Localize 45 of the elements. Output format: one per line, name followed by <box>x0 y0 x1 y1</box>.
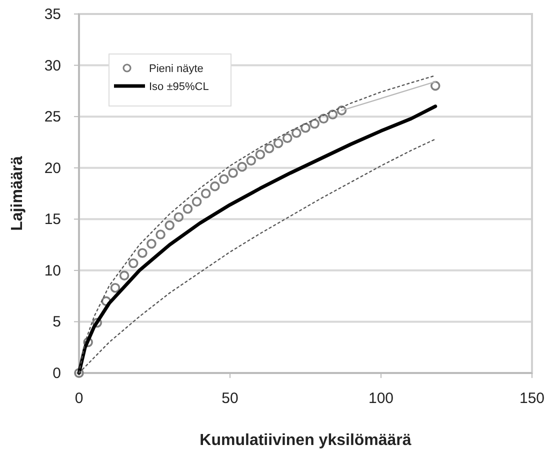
point <box>110 282 120 293</box>
point <box>300 122 310 133</box>
point <box>228 168 238 178</box>
point <box>246 156 256 166</box>
point <box>210 181 220 192</box>
point <box>328 110 338 120</box>
point <box>200 188 211 198</box>
point <box>273 138 284 148</box>
x-tick-label: 100 <box>368 390 394 407</box>
y-tick-label: 30 <box>44 57 61 74</box>
point <box>192 196 202 207</box>
point <box>318 114 329 124</box>
y-axis-title: Lajimäärä <box>9 156 26 231</box>
point <box>128 258 138 268</box>
y-tick-label: 35 <box>44 6 61 23</box>
legend-label: Pieni näyte <box>149 63 204 75</box>
x-tick-label: 50 <box>222 390 238 407</box>
x-tick-label: 0 <box>74 390 84 407</box>
y-tick-label: 25 <box>44 108 61 126</box>
point <box>174 212 184 222</box>
point <box>83 337 93 348</box>
point <box>164 220 174 230</box>
point <box>264 143 274 154</box>
y-tick-label: 5 <box>52 314 61 331</box>
x-axis-title: Kumulatiivinen yksilömäärä <box>200 432 412 449</box>
point <box>336 106 347 116</box>
point <box>237 162 247 172</box>
point <box>92 318 102 328</box>
point <box>282 133 292 144</box>
point <box>255 150 266 160</box>
y-tick-label: 0 <box>52 365 61 382</box>
y-tick-label: 20 <box>44 160 61 177</box>
point <box>146 238 156 249</box>
legend-label: Iso ±95%CL <box>149 81 209 93</box>
point <box>219 174 229 184</box>
point <box>292 128 302 138</box>
point <box>138 248 148 258</box>
point <box>310 118 320 129</box>
point <box>156 230 166 240</box>
point <box>182 204 193 214</box>
point <box>430 80 440 91</box>
x-tick-label: 150 <box>519 390 545 407</box>
point <box>119 270 130 280</box>
y-tick-label: 15 <box>44 211 61 228</box>
y-tick-label: 10 <box>44 262 61 280</box>
